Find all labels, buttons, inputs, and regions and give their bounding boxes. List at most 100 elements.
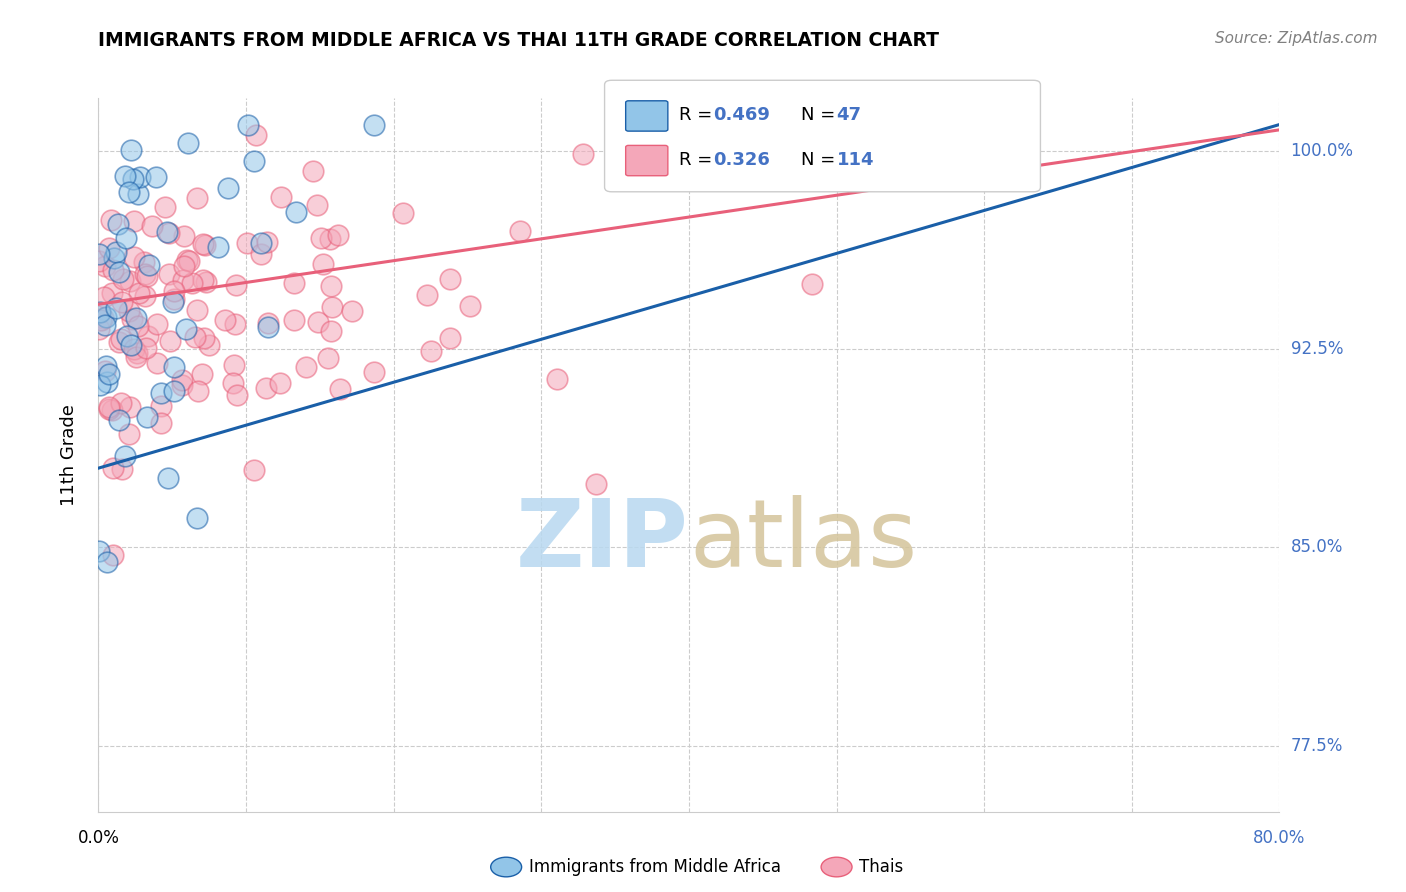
Point xyxy=(118,427,141,442)
Point xyxy=(363,118,385,132)
Point xyxy=(191,367,214,381)
Point xyxy=(321,300,343,314)
Point xyxy=(122,214,145,228)
Point xyxy=(243,463,266,477)
Point xyxy=(163,384,186,398)
Text: N =: N = xyxy=(801,106,841,124)
Point xyxy=(170,377,193,392)
Point xyxy=(136,329,159,343)
Point xyxy=(174,322,197,336)
Text: R =: R = xyxy=(679,151,718,169)
Point xyxy=(114,169,136,183)
Point xyxy=(283,313,305,327)
Point xyxy=(145,170,167,185)
Point xyxy=(135,268,157,283)
Point xyxy=(111,294,134,309)
Point xyxy=(89,377,111,392)
Point xyxy=(141,219,163,234)
Point xyxy=(295,359,318,374)
Point xyxy=(256,235,278,249)
Point xyxy=(155,200,177,214)
Point xyxy=(173,259,195,273)
Point xyxy=(256,316,278,330)
Point xyxy=(115,329,138,343)
Point xyxy=(226,388,249,402)
Text: 85.0%: 85.0% xyxy=(1291,539,1343,557)
Point xyxy=(222,376,245,390)
Point xyxy=(121,172,143,186)
Point xyxy=(134,267,156,281)
Point xyxy=(270,189,292,203)
Point xyxy=(157,268,180,282)
Point xyxy=(89,305,111,319)
Point xyxy=(420,343,443,358)
Point xyxy=(150,417,173,431)
Point xyxy=(163,360,186,375)
Point xyxy=(801,277,824,291)
Point xyxy=(163,292,186,306)
Point xyxy=(127,345,149,359)
Point xyxy=(284,205,307,219)
Point xyxy=(415,288,437,302)
Point xyxy=(105,301,128,315)
Text: 0.326: 0.326 xyxy=(713,151,769,169)
Point xyxy=(207,240,229,254)
Point xyxy=(93,290,115,304)
Point xyxy=(312,257,335,271)
Point xyxy=(439,331,461,345)
Point xyxy=(193,331,215,345)
Point xyxy=(177,253,200,268)
Point xyxy=(191,273,214,287)
Text: ZIP: ZIP xyxy=(516,494,689,587)
Point xyxy=(145,317,167,331)
Point xyxy=(707,118,730,132)
Point xyxy=(159,334,181,348)
Point xyxy=(111,272,134,286)
Point xyxy=(128,286,150,301)
Point xyxy=(108,413,131,427)
Point xyxy=(224,359,246,373)
Text: 80.0%: 80.0% xyxy=(1253,829,1306,847)
Point xyxy=(103,262,125,277)
Point xyxy=(186,303,208,318)
Point xyxy=(283,276,305,290)
Text: Thais: Thais xyxy=(859,858,903,876)
Point xyxy=(150,399,173,413)
Point xyxy=(135,341,157,355)
Point xyxy=(250,235,273,250)
Point xyxy=(89,247,111,261)
Point xyxy=(97,367,120,381)
Point xyxy=(114,449,136,463)
Point xyxy=(120,143,142,157)
Point xyxy=(98,241,121,255)
Point xyxy=(118,304,141,318)
Point xyxy=(173,229,195,244)
Point xyxy=(120,275,142,289)
Point xyxy=(108,335,131,350)
Point xyxy=(236,118,259,132)
Point xyxy=(124,350,146,364)
Point xyxy=(391,205,413,219)
Point xyxy=(157,226,180,240)
Text: atlas: atlas xyxy=(689,494,917,587)
Point xyxy=(319,231,342,245)
Point xyxy=(135,410,157,425)
Point xyxy=(193,236,215,251)
Point xyxy=(110,332,132,346)
Point xyxy=(118,400,141,414)
Point xyxy=(89,253,111,268)
Point xyxy=(104,244,127,259)
Point xyxy=(217,181,239,195)
Point xyxy=(363,365,385,379)
Point xyxy=(181,276,204,290)
Text: 0.0%: 0.0% xyxy=(77,829,120,847)
Point xyxy=(96,375,118,389)
Point xyxy=(134,289,156,303)
Point xyxy=(254,381,277,395)
Point xyxy=(269,376,291,390)
Point xyxy=(110,462,132,476)
Point xyxy=(122,342,145,356)
Point xyxy=(194,238,217,252)
Text: 114: 114 xyxy=(837,151,875,169)
Text: Immigrants from Middle Africa: Immigrants from Middle Africa xyxy=(529,858,780,876)
